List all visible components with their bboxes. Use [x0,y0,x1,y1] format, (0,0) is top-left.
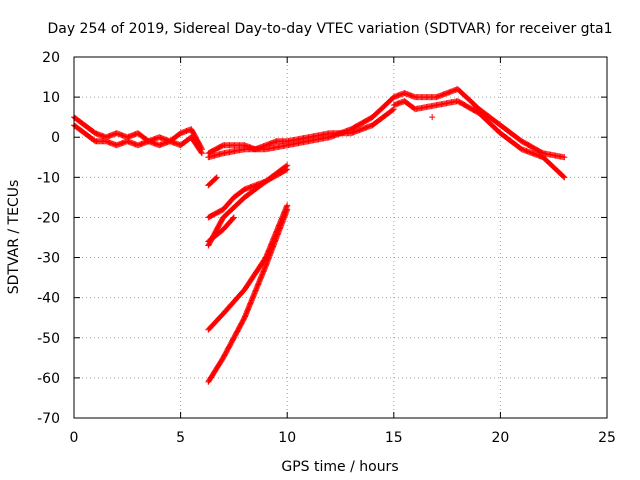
tick-labels: 0 5 10 15 20 25 20 10 0 -10 -20 -30 -40 -50 -60 -70 [37,50,616,446]
data-point [198,150,205,157]
series-trace-7 [205,162,291,221]
y-tick-label: -50 [37,331,60,347]
trace-marker [283,166,290,173]
trace-marker [560,173,567,180]
y-tick-label: 10 [42,90,60,106]
y-tick-label: -60 [37,371,60,387]
x-tick-label: 25 [598,430,616,446]
data-point [429,114,436,121]
series-trace-9 [205,214,237,245]
series-trace-6 [205,174,220,189]
grid-lines [74,57,607,418]
data-point [284,206,291,213]
x-tick-label: 10 [278,430,296,446]
x-axis-label: GPS time / hours [281,459,398,475]
x-tick-label: 20 [491,430,509,446]
x-tick-label: 0 [70,430,79,446]
y-tick-label: -70 [37,411,60,427]
trace-marker [230,215,237,222]
chart-title: Day 254 of 2019, Sidereal Day-to-day VTE… [47,21,612,37]
x-tick-label: 5 [176,430,185,446]
data-point [561,154,568,161]
y-tick-label: -30 [37,251,60,267]
series-outliers [429,114,436,121]
trace-marker [389,106,396,113]
data-point [230,214,237,221]
series-trace-4 [205,86,568,161]
data-marks [71,86,568,385]
data-point [213,174,220,181]
y-tick-label: -10 [37,170,60,186]
axis-ticks [73,56,608,419]
trace-marker [212,175,219,182]
x-tick-label: 15 [385,430,403,446]
y-tick-label: -20 [37,210,60,226]
data-point [284,166,291,173]
plot-frame [73,56,608,419]
series-trace-11 [205,206,291,385]
y-tick-label: -40 [37,291,60,307]
series-trace-2 [71,122,205,157]
y-axis-label: SDTVAR / TECUs [6,180,22,295]
y-tick-label: 0 [51,130,60,146]
trace-marker [198,149,205,156]
data-point [561,174,568,181]
series-trace-5 [390,98,568,181]
y-tick-label: 20 [42,50,60,66]
